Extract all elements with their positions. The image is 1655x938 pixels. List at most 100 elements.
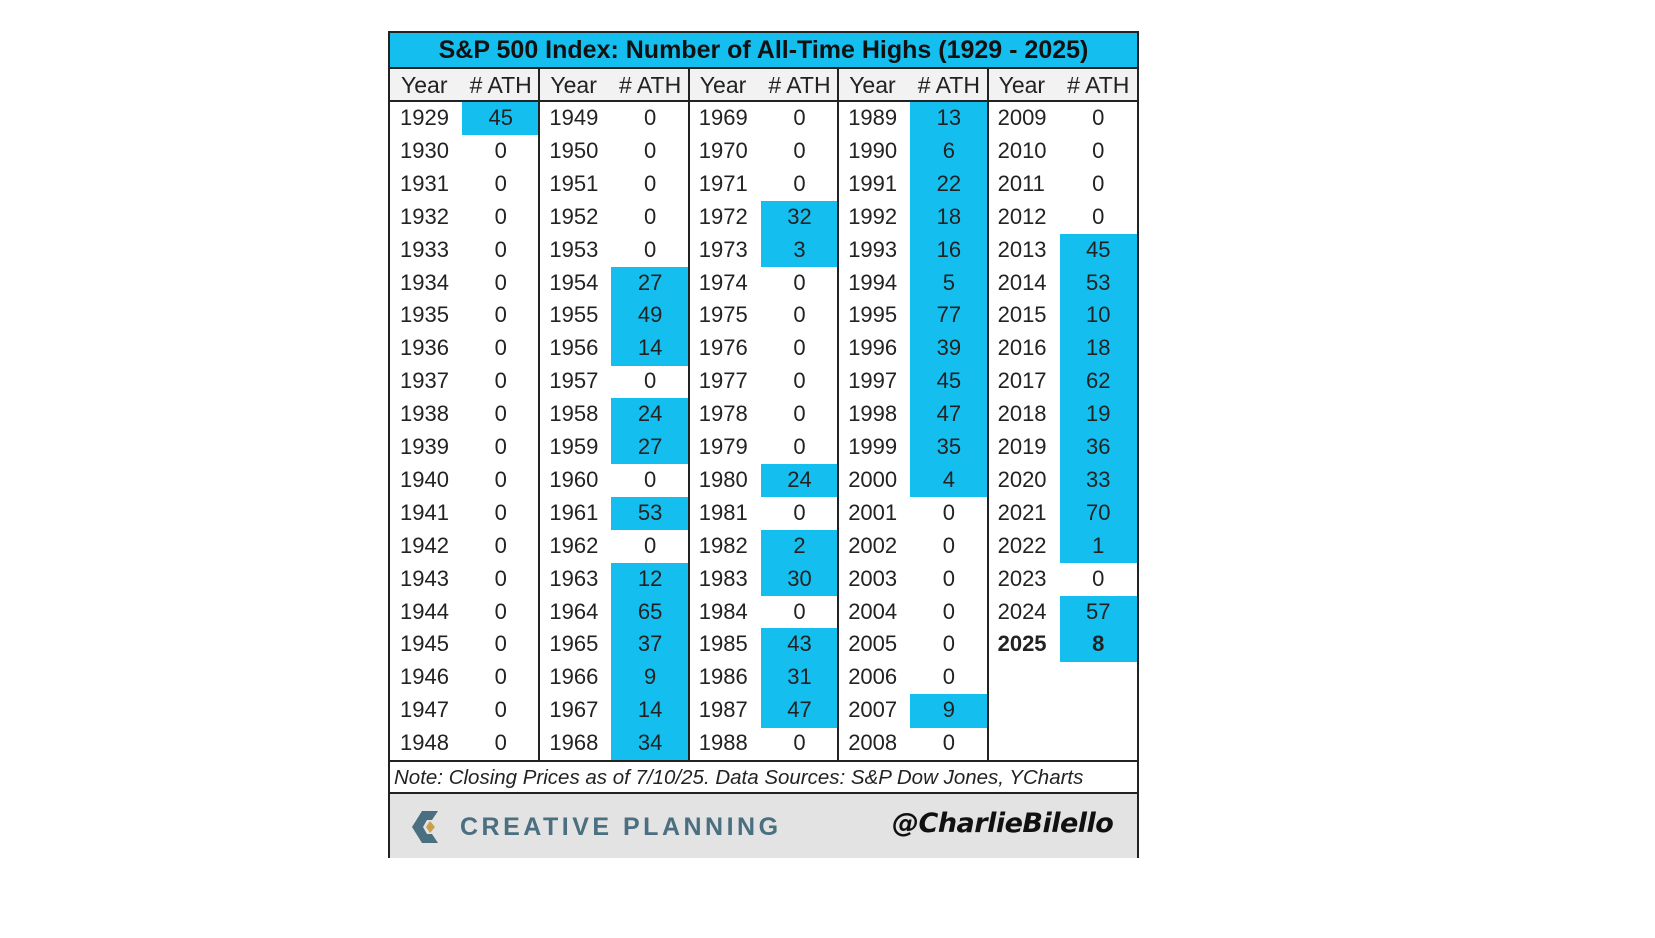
ath-cell: 53: [611, 496, 689, 531]
ath-cell: 45: [462, 102, 540, 136]
year-cell: 2013: [997, 236, 1047, 262]
year-cell: 2010: [997, 137, 1047, 163]
header-cell: Year: [539, 69, 612, 101]
year-cell: 1997: [848, 368, 898, 394]
year-cell: 1952: [549, 203, 599, 229]
year-cell: 2007: [848, 697, 898, 723]
ath-cell: 47: [760, 694, 839, 728]
year-cell: 2002: [848, 532, 898, 558]
year-cell: 1930: [400, 137, 449, 163]
header-cell: # ATH: [1059, 69, 1137, 101]
ath-cell: 2: [760, 529, 839, 564]
year-cell: 1954: [549, 269, 599, 295]
year-cell: 2025: [997, 631, 1047, 657]
year-cell: 1929: [400, 105, 449, 130]
year-cell: 1996: [848, 335, 898, 361]
ath-cell: 0: [793, 269, 806, 295]
ath-cell: 4: [910, 463, 988, 498]
ath-cell: 18: [1059, 332, 1137, 366]
ath-cell: 47: [910, 398, 988, 432]
year-cell: 2023: [997, 565, 1047, 591]
ath-cell: 18: [910, 200, 988, 235]
ath-cell: 0: [1092, 105, 1105, 130]
year-cell: 1938: [400, 401, 449, 427]
ath-cell: 0: [494, 434, 507, 459]
ath-cell: 0: [793, 499, 806, 525]
year-cell: 1999: [848, 434, 898, 459]
year-cell: 1984: [698, 598, 748, 624]
ath-cell: 22: [910, 167, 988, 202]
year-cell: 1957: [549, 368, 599, 394]
year-cell: 1973: [698, 236, 748, 262]
ath-cell: 49: [611, 299, 689, 333]
year-cell: 1966: [549, 664, 599, 690]
ath-cell: 27: [611, 266, 689, 300]
ath-cell: 24: [611, 398, 689, 432]
ath-cell: 39: [910, 332, 988, 366]
footer-divider: [390, 792, 1137, 794]
ath-cell: 0: [942, 664, 955, 690]
ath-cell: 0: [494, 664, 507, 690]
ath-cell: 30: [760, 562, 839, 596]
header-cell: Year: [838, 69, 911, 101]
ath-cell: 14: [611, 694, 689, 728]
year-cell: 1963: [549, 565, 599, 591]
year-cell: 1978: [698, 401, 748, 427]
header-cell: # ATH: [910, 69, 988, 101]
ath-cell: 9: [611, 661, 689, 695]
ath-cell: 0: [942, 532, 955, 558]
ath-cell: 0: [1092, 565, 1105, 591]
header-cell: # ATH: [611, 69, 689, 101]
ath-cell: 45: [910, 365, 988, 399]
ath-cell: 3: [760, 233, 839, 267]
ath-cell: 32: [760, 200, 839, 235]
year-cell: 2020: [997, 466, 1047, 492]
ath-cell: 0: [643, 137, 657, 163]
year-cell: 2003: [848, 565, 898, 591]
year-cell: 1942: [400, 532, 449, 558]
year-cell: 1969: [698, 105, 748, 130]
ath-cell: 5: [910, 266, 988, 300]
year-cell: 1947: [400, 697, 449, 723]
year-cell: 1949: [549, 105, 599, 130]
ath-cell: 0: [942, 730, 955, 756]
ath-cell: 0: [793, 401, 806, 427]
ath-cell: 37: [611, 628, 689, 662]
table: S&P 500 Index: Number of All-Time Highs …: [388, 31, 1139, 858]
ath-cell: 0: [793, 302, 806, 328]
year-cell: 1974: [698, 269, 748, 295]
year-cell: 1959: [549, 434, 599, 459]
ath-cell: 0: [1092, 137, 1105, 163]
ath-cell: 0: [643, 532, 657, 558]
year-cell: 2004: [848, 598, 898, 624]
ath-cell: 0: [793, 137, 806, 163]
handle: @CharlieBilello: [892, 808, 1114, 839]
ath-cell: 0: [643, 368, 657, 394]
ath-cell: 10: [1059, 299, 1137, 333]
year-cell: 1950: [549, 137, 599, 163]
year-cell: 2006: [848, 664, 898, 690]
year-cell: 1956: [549, 335, 599, 361]
ath-cell: 0: [494, 401, 507, 427]
year-cell: 1951: [549, 170, 599, 196]
year-cell: 1986: [698, 664, 748, 690]
year-cell: 1932: [400, 203, 449, 229]
year-cell: 2017: [997, 368, 1047, 394]
year-cell: 2008: [848, 730, 898, 756]
year-cell: 1943: [400, 565, 449, 591]
ath-cell: 0: [494, 302, 507, 328]
ath-cell: 0: [494, 368, 507, 394]
year-cell: 1990: [848, 137, 898, 163]
ath-cell: 0: [494, 532, 507, 558]
year-cell: 1939: [400, 434, 449, 459]
year-cell: 1946: [400, 664, 449, 690]
year-cell: 1940: [400, 466, 449, 492]
year-cell: 1960: [549, 466, 599, 492]
header-cell: # ATH: [462, 69, 540, 101]
column-divider: [687, 69, 690, 762]
ath-cell: 43: [760, 628, 839, 662]
ath-cell: 0: [643, 203, 657, 229]
ath-cell: 0: [494, 170, 507, 196]
year-cell: 1975: [698, 302, 748, 328]
ath-cell: 0: [643, 170, 657, 196]
